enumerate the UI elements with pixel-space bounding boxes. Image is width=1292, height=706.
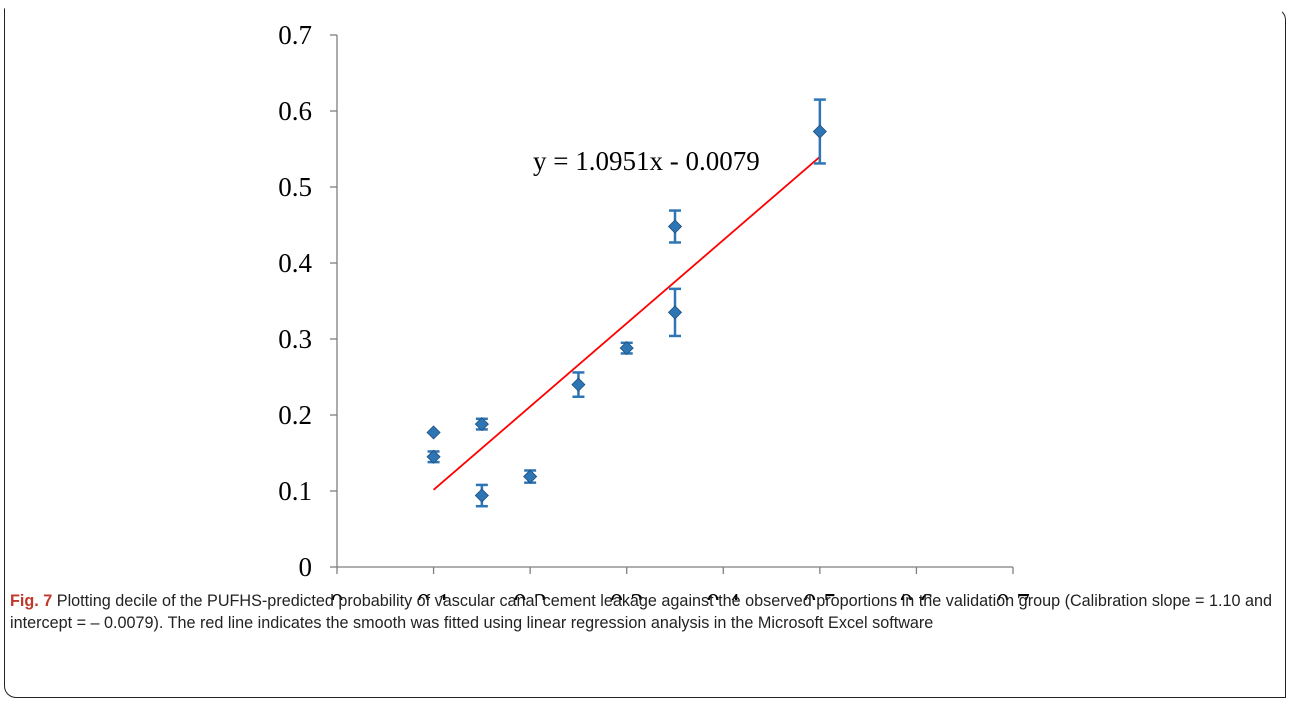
- trendline-group: [432, 156, 821, 491]
- y-tick-label: 0.4: [278, 248, 312, 278]
- trendline-equation: y = 1.0951x - 0.0079: [533, 146, 760, 176]
- data-point: [619, 341, 634, 356]
- data-point: [667, 219, 683, 234]
- x-tick-label: 0.1: [417, 588, 451, 600]
- x-tick-label: 0.4: [706, 588, 740, 600]
- x-tick-label: 0.6: [900, 588, 934, 600]
- data-point: [474, 417, 489, 432]
- x-tick-label: 0.7: [996, 588, 1030, 600]
- data-point: [523, 469, 538, 484]
- y-tick-label: 0.6: [278, 96, 312, 126]
- calibration-chart: 0 0.1 0.2 0.3 0.4 0.5 0.6 0.7 0 0.1 0.2 0.3 0.4 0.5 0.…: [278, 20, 1030, 600]
- data-point: [426, 425, 441, 440]
- data-point: [426, 449, 441, 464]
- x-tick-label: 0.2: [513, 588, 547, 600]
- data-points-group: [426, 124, 827, 503]
- data-point: [812, 124, 827, 139]
- y-tick-label: 0.3: [278, 324, 312, 354]
- data-point: [474, 488, 489, 503]
- x-tick-label: 0: [330, 588, 344, 600]
- y-tick-label: 0.7: [278, 20, 312, 50]
- x-tick-label: 0.3: [610, 588, 644, 600]
- figure-frame: [4, 8, 1286, 698]
- chart-axes: [330, 34, 1014, 574]
- y-tick-label: 0: [299, 552, 313, 582]
- figure-label: Fig. 7: [10, 592, 53, 610]
- data-point: [667, 305, 683, 320]
- data-point: [571, 377, 586, 392]
- y-tick-label: 0.2: [278, 400, 312, 430]
- y-tick-label: 0.1: [278, 476, 312, 506]
- caption-text: Plotting decile of the PUFHS-predicted p…: [10, 592, 1273, 632]
- figure-caption: Fig. 7 Plotting decile of the PUFHS-pred…: [10, 590, 1280, 634]
- trendline: [432, 156, 821, 491]
- x-tick-label: 0.5: [803, 588, 837, 600]
- tick-labels-group: 0 0.1 0.2 0.3 0.4 0.5 0.6 0.7 0 0.1 0.2 0.3 0.4 0.5 0.…: [278, 20, 1030, 600]
- y-tick-label: 0.5: [278, 172, 312, 202]
